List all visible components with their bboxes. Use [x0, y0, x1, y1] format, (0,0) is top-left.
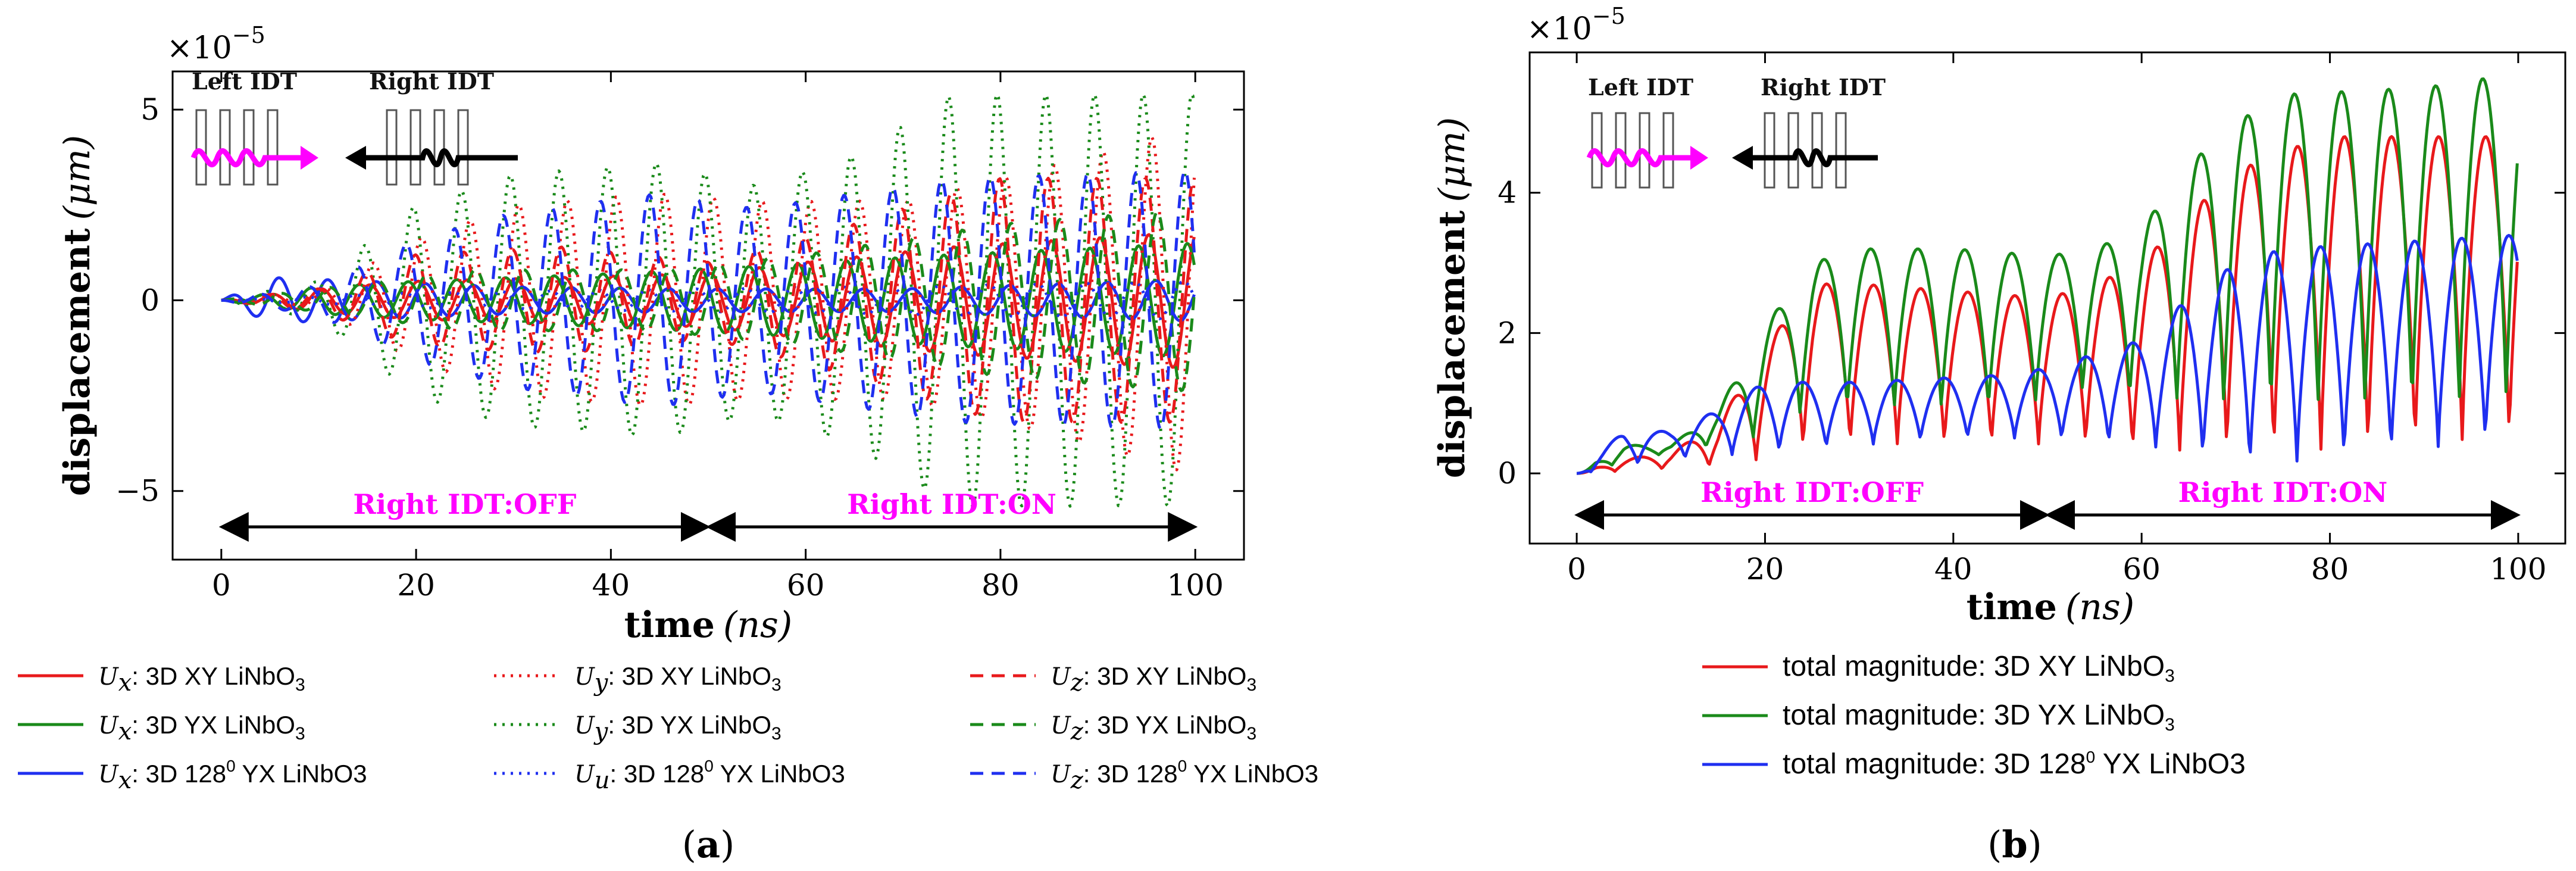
right-wave-arrowhead-b — [1732, 146, 1753, 170]
left-wave-arrowhead-b — [1690, 146, 1708, 170]
y-axis-label-a: displacement(μm) — [57, 135, 98, 497]
phase-on-label-b: Right IDT:ON — [2178, 476, 2388, 508]
panel-a: 0 20 40 60 80 100 5 0 −5 ×10−5 displacement(μm)… — [18, 22, 1318, 866]
left-idt-label-a: Left IDT — [192, 68, 297, 95]
plot-frame-b — [1528, 51, 2566, 545]
plot-frame-a — [171, 70, 1245, 561]
y-tick-label: 4 — [1498, 176, 1517, 210]
x-tick-label: 40 — [592, 568, 630, 602]
legend-entry: total magnitude: 3D 1280 YX LiNbO3 — [1702, 748, 2246, 780]
legend-entry: total magnitude: 3D YX LiNbO3 — [1702, 700, 2175, 735]
legend-a: Ux: 3D XY LiNbO3 Ux: 3D YX LiNbO3 Ux: 3D 1… — [18, 662, 1318, 794]
caption-a: (a) — [682, 823, 735, 866]
x-tick-label: 0 — [1567, 552, 1586, 586]
legend-entry: Uz: 3D XY LiNbO3 — [970, 662, 1256, 697]
legend-entry: total magnitude: 3D XY LiNbO3 — [1702, 651, 2175, 686]
series-line — [221, 136, 1196, 472]
legend-label: Uy: 3D YX LiNbO3 — [574, 711, 781, 745]
legend-entry: Uy: 3D YX LiNbO3 — [494, 711, 781, 745]
legend-label: total magnitude: 3D YX LiNbO3 — [1783, 700, 2175, 735]
x-tick-label: 100 — [2490, 552, 2546, 586]
x-tick-label: 60 — [2122, 552, 2161, 586]
x-tick-label: 100 — [1167, 568, 1223, 602]
phase-off-label-a: Right IDT:OFF — [353, 488, 576, 520]
x-ticks-b: 0 20 40 60 80 100 — [1567, 52, 2547, 586]
y-tick-label: 0 — [140, 283, 160, 317]
right-idt-electrodes-a — [386, 109, 469, 186]
y-multiplier-a: ×10−5 — [167, 22, 265, 66]
y-multiplier-b: ×10−5 — [1527, 3, 1625, 47]
legend-label: Ux: 3D YX LiNbO3 — [98, 711, 305, 745]
right-idt-electrodes-b — [1764, 112, 1847, 189]
series-line — [221, 170, 1196, 430]
x-tick-label: 0 — [212, 568, 231, 602]
series-line — [221, 210, 1196, 392]
y-tick-label: 2 — [1498, 316, 1517, 350]
y-tick-label: −5 — [115, 474, 160, 508]
x-tick-label: 40 — [1934, 552, 1972, 586]
right-wave-icon-a — [363, 148, 518, 167]
x-axis-label-b: time (ns) — [1967, 586, 2134, 628]
left-idt-electrodes-a — [195, 109, 279, 186]
left-wave-icon-a — [190, 148, 301, 167]
x-tick-label: 80 — [2311, 552, 2349, 586]
legend-entry: Uu: 3D 1280 YX LiNbO3 — [494, 757, 845, 794]
phase-on-label-a: Right IDT:ON — [847, 488, 1056, 520]
x-tick-label: 60 — [787, 568, 825, 602]
left-wave-arrowhead-a — [301, 146, 318, 170]
series-layer-b — [1576, 77, 2519, 475]
idt-inset-b: Left IDT Right IDT — [1586, 74, 1886, 189]
caption-b: (b) — [1987, 823, 2042, 866]
right-idt-label-a: Right IDT — [369, 68, 494, 95]
left-wave-icon-b — [1586, 148, 1690, 167]
x-tick-label: 20 — [397, 568, 435, 602]
series-line — [1576, 77, 2519, 475]
legend-b: total magnitude: 3D XY LiNbO3 total magni… — [1702, 651, 2246, 780]
y-axis-label-b: displacement(μm) — [1431, 117, 1473, 479]
legend-label: Uu: 3D 1280 YX LiNbO3 — [574, 757, 845, 794]
legend-entry: Ux: 3D 1280 YX LiNbO3 — [18, 757, 367, 794]
x-axis-label-a: time (ns) — [624, 604, 792, 646]
right-wave-arrowhead-a — [345, 146, 366, 170]
legend-entry: Ux: 3D XY LiNbO3 — [18, 662, 305, 697]
legend-label: Ux: 3D 1280 YX LiNbO3 — [98, 757, 367, 794]
left-idt-electrodes-b — [1591, 112, 1674, 189]
legend-label: Uz: 3D YX LiNbO3 — [1051, 711, 1256, 745]
right-idt-label-b: Right IDT — [1761, 74, 1886, 101]
x-tick-label: 80 — [981, 568, 1020, 602]
legend-entry: Uz: 3D 1280 YX LiNbO3 — [970, 757, 1318, 794]
legend-label: total magnitude: 3D XY LiNbO3 — [1783, 651, 2175, 686]
y-ticks-a: 5 0 −5 — [115, 92, 1244, 508]
legend-label: total magnitude: 3D 1280 YX LiNbO3 — [1783, 748, 2246, 780]
legend-label: Uz: 3D XY LiNbO3 — [1051, 662, 1256, 697]
right-wave-icon-b — [1747, 148, 1878, 167]
phase-off-label-b: Right IDT:OFF — [1700, 476, 1924, 508]
x-tick-label: 20 — [1746, 552, 1784, 586]
legend-entry: Uy: 3D XY LiNbO3 — [494, 662, 781, 697]
y-ticks-b: 0 2 4 — [1498, 176, 2565, 491]
series-line — [221, 176, 1196, 424]
legend-label: Uz: 3D 1280 YX LiNbO3 — [1051, 757, 1318, 794]
y-tick-label: 0 — [1498, 456, 1517, 491]
legend-entry: Uz: 3D YX LiNbO3 — [970, 711, 1256, 745]
series-line — [1576, 233, 2519, 475]
idt-inset-a: Left IDT Right IDT — [190, 68, 518, 186]
left-idt-label-b: Left IDT — [1588, 74, 1693, 101]
y-tick-label: 5 — [140, 92, 160, 127]
panel-b: 0 20 40 60 80 100 024 ×10−5 displacement(μm) … — [1431, 3, 2566, 866]
legend-label: Ux: 3D XY LiNbO3 — [98, 662, 305, 697]
x-ticks-a: 0 20 40 60 80 100 — [212, 71, 1224, 602]
legend-entry: Ux: 3D YX LiNbO3 — [18, 711, 305, 745]
legend-label: Uy: 3D XY LiNbO3 — [574, 662, 781, 697]
series-layer-a — [221, 93, 1196, 508]
